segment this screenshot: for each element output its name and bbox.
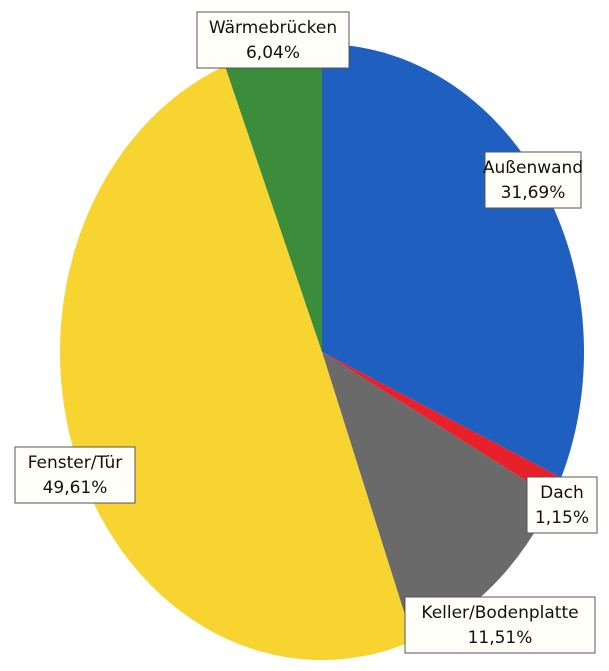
label-box bbox=[484, 151, 582, 209]
label-box bbox=[196, 11, 350, 69]
slice-value-label: 31,69% bbox=[501, 183, 566, 203]
slice-label: Wärmebrücken bbox=[209, 18, 337, 38]
pie-slice bbox=[322, 352, 562, 498]
pie-slice bbox=[322, 352, 553, 641]
slice-value-label: 11,51% bbox=[468, 628, 533, 648]
slice-value-label: 49,61% bbox=[43, 478, 108, 498]
label-box bbox=[526, 476, 598, 534]
slice-value-label: 1,15% bbox=[535, 508, 589, 528]
slice-label: Fenster/Tür bbox=[28, 453, 123, 473]
pie-slice bbox=[224, 44, 322, 352]
label-box bbox=[404, 596, 596, 654]
slice-label: Keller/Bodenplatte bbox=[421, 603, 578, 623]
pie-slice bbox=[59, 65, 414, 661]
label-box bbox=[14, 446, 136, 504]
slice-label: Außenwand bbox=[483, 158, 583, 178]
slice-value-label: 6,04% bbox=[246, 43, 300, 63]
slice-label: Dach bbox=[540, 483, 584, 503]
